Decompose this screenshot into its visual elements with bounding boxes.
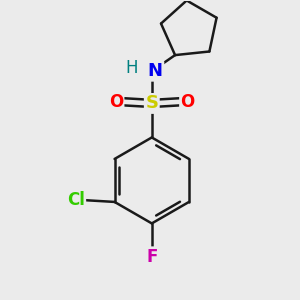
Text: N: N (148, 62, 163, 80)
Text: F: F (146, 248, 158, 266)
Text: Cl: Cl (67, 191, 85, 209)
Text: O: O (109, 93, 123, 111)
Text: O: O (181, 93, 195, 111)
Text: S: S (145, 94, 158, 112)
Text: H: H (126, 59, 138, 77)
